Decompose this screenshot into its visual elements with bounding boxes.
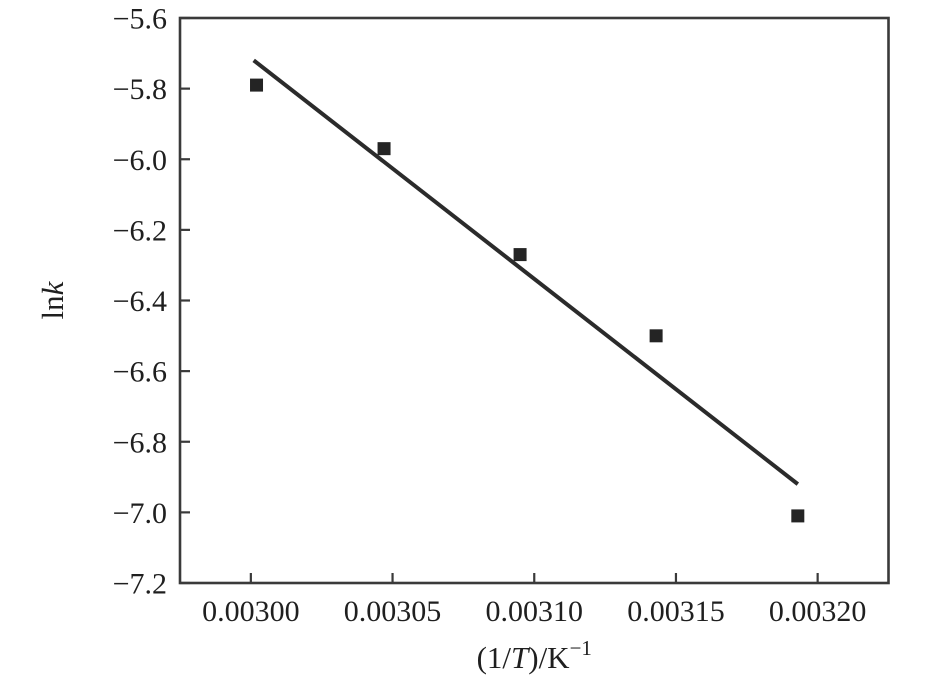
x-tick-label: 0.00310 <box>486 595 584 628</box>
y-tick-label: −5.6 <box>113 3 167 36</box>
x-tick-label: 0.00315 <box>627 595 725 628</box>
axis-titles-group: lnk (1/T)/K−1 <box>35 280 592 675</box>
y-tick-label: −6.4 <box>113 285 167 318</box>
y-tick-label: −6.2 <box>113 214 167 247</box>
data-point-marker <box>513 248 527 262</box>
y-axis-title: lnk <box>35 280 70 319</box>
y-tick-label: −7.2 <box>113 568 167 601</box>
y-tick-label: −6.0 <box>113 144 167 177</box>
data-series-group <box>250 58 805 523</box>
y-tick-label: −6.8 <box>113 426 167 459</box>
x-tick-label: 0.00305 <box>344 595 442 628</box>
y-tick-label: −6.6 <box>113 356 167 389</box>
axis-ticks-group <box>180 16 819 585</box>
data-point-marker <box>791 509 805 523</box>
data-point-marker <box>250 78 264 92</box>
fit-line <box>252 58 800 486</box>
x-tick-label: 0.00320 <box>769 595 867 628</box>
x-axis-title: (1/T)/K−1 <box>477 636 592 675</box>
y-tick-label: −5.8 <box>113 73 167 106</box>
x-tick-label: 0.00300 <box>202 595 300 628</box>
plot-frame <box>178 16 890 585</box>
plot-frame-group <box>178 16 890 585</box>
y-tick-label: −7.0 <box>113 497 167 530</box>
tick-labels-group: −5.6 −5.8 −6.0 −6.2 −6.4 −6.6 −6.8 −7.0 −7.2 0.00… <box>113 3 867 629</box>
data-point-marker <box>649 329 663 343</box>
data-point-marker <box>377 142 391 156</box>
